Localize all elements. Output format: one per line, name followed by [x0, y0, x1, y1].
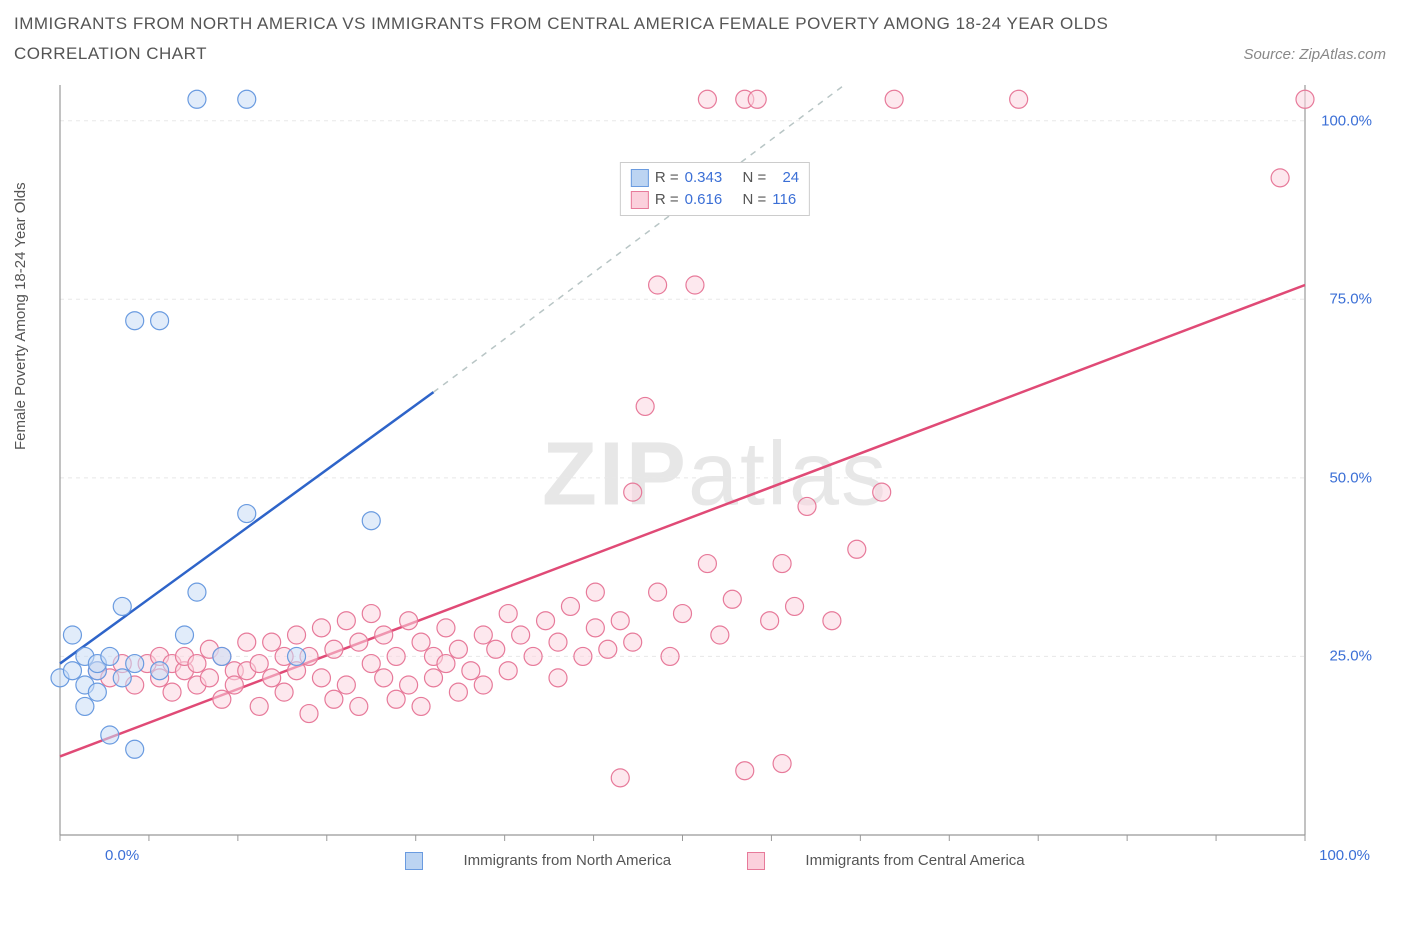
y-tick-label: 25.0%: [1329, 648, 1372, 665]
swatch-series2: [631, 191, 649, 209]
swatch-series2-bottom: [747, 852, 765, 870]
plot-area: ZIPatlas R = 0.343 N = 24 R = 0.616 N = …: [50, 80, 1380, 870]
legend-item-series1: Immigrants from North America: [387, 852, 693, 869]
chart-title-line2: CORRELATION CHART: [14, 44, 1406, 64]
legend-item-series2: Immigrants from Central America: [729, 852, 1042, 869]
legend-row-series1: R = 0.343 N = 24: [631, 167, 799, 189]
y-tick-label: 100.0%: [1321, 112, 1372, 129]
legend-correlation-box: R = 0.343 N = 24 R = 0.616 N = 116: [620, 162, 810, 216]
y-tick-label: 75.0%: [1329, 291, 1372, 308]
legend-bottom: Immigrants from North America Immigrants…: [50, 852, 1380, 870]
r-value-series1: 0.343: [685, 167, 723, 189]
swatch-series1-bottom: [405, 852, 423, 870]
legend-row-series2: R = 0.616 N = 116: [631, 189, 799, 211]
r-value-series2: 0.616: [685, 189, 723, 211]
swatch-series1: [631, 169, 649, 187]
source-label: Source: ZipAtlas.com: [1243, 46, 1386, 63]
chart-title-line1: IMMIGRANTS FROM NORTH AMERICA VS IMMIGRA…: [14, 14, 1406, 34]
n-value-series1: 24: [782, 167, 799, 189]
y-tick-label: 50.0%: [1329, 469, 1372, 486]
y-axis-label: Female Poverty Among 18-24 Year Olds: [12, 182, 29, 450]
title-block: IMMIGRANTS FROM NORTH AMERICA VS IMMIGRA…: [0, 0, 1406, 64]
n-value-series2: 116: [772, 189, 796, 211]
